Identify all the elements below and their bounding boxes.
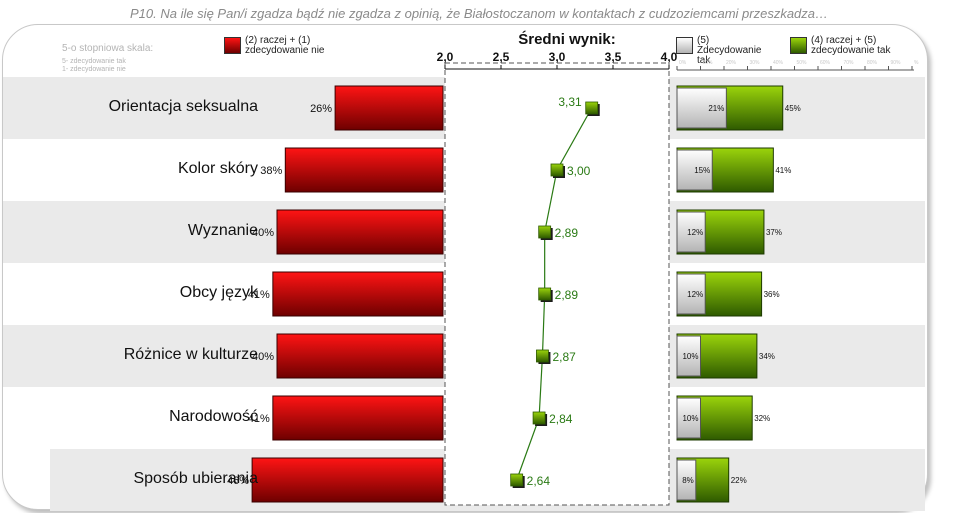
mean-value-label: 3,31 bbox=[558, 95, 582, 109]
mean-marker bbox=[538, 287, 552, 301]
chart-title: P10. Na ile się Pan/i zgadza bądź nie zg… bbox=[129, 6, 829, 21]
category-label: Sposób ubierania bbox=[133, 470, 258, 487]
legend-label-agree: (4) raczej + (5) zdecydowanie tak bbox=[811, 35, 891, 56]
mean-axis-title: Średni wynik: bbox=[518, 30, 616, 48]
mean-axis-tick-label: 2,0 bbox=[437, 50, 454, 64]
mean-value-label: 2,89 bbox=[555, 226, 579, 240]
bar-disagree bbox=[272, 395, 444, 441]
label-disagree: 40% bbox=[252, 351, 274, 363]
category-label: Kolor skóry bbox=[177, 160, 258, 177]
mean-axis-tick-label: 3,5 bbox=[605, 50, 622, 64]
percent-axis-tick-label: 80% bbox=[867, 60, 878, 66]
percent-axis-tick-label: 70% bbox=[844, 60, 855, 66]
mean-marker bbox=[538, 225, 552, 239]
mean-marker bbox=[532, 411, 546, 425]
bar-disagree bbox=[276, 333, 444, 379]
bar-disagree bbox=[276, 209, 444, 255]
category-label: Wyznanie bbox=[187, 222, 258, 239]
percent-axis-tick-label: 40% bbox=[773, 60, 784, 66]
label-disagree: 26% bbox=[310, 103, 332, 115]
label-agree: 32% bbox=[754, 414, 770, 423]
mean-value-label: 3,00 bbox=[567, 164, 591, 178]
label-disagree: 41% bbox=[248, 289, 270, 301]
percent-axis-tick-label: 10% bbox=[703, 60, 714, 66]
label-agree: 36% bbox=[764, 290, 780, 299]
mean-value-label: 2,64 bbox=[527, 474, 551, 488]
scale-note-line2: 1- zdecydowanie nie bbox=[62, 66, 126, 73]
percent-axis-tick-label: 60% bbox=[820, 60, 831, 66]
legend-swatch-disagree bbox=[224, 37, 241, 54]
percent-axis: 0% 10% 20% 30% 40% 50% 60% 70% 80% 90%% bbox=[676, 60, 919, 71]
legend-label-disagree: (2) raczej + (1) zdecydowanie nie bbox=[245, 35, 325, 56]
percent-axis-tick-label: % bbox=[914, 60, 919, 66]
bar-strongly-agree bbox=[676, 459, 697, 501]
mean-marker bbox=[585, 101, 599, 115]
label-agree: 22% bbox=[731, 476, 747, 485]
bar-strongly-agree bbox=[676, 211, 706, 253]
scale-note-line1: 5- zdecydowanie tak bbox=[62, 58, 126, 65]
legend-swatch-strongly-agree bbox=[676, 37, 693, 54]
label-disagree: 46% bbox=[227, 475, 249, 487]
mean-plot-area bbox=[444, 62, 670, 506]
mean-value-label: 2,87 bbox=[552, 350, 576, 364]
label-strongly-agree: 15% bbox=[694, 166, 710, 175]
category-label: Obcy język bbox=[179, 284, 258, 301]
bar-strongly-agree bbox=[676, 335, 701, 377]
mean-value-label: 2,84 bbox=[549, 412, 573, 426]
label-agree: 45% bbox=[785, 104, 801, 113]
bar-disagree bbox=[284, 147, 444, 193]
percent-axis-tick-label: 0% bbox=[679, 60, 687, 66]
label-strongly-agree: 10% bbox=[682, 352, 698, 361]
bar-strongly-agree bbox=[676, 87, 727, 129]
label-strongly-agree: 8% bbox=[682, 476, 694, 485]
bars: 26% 38% 40% 41% 40% 41% 46% 45% 41% 37% 36% 34% 32% 2… bbox=[227, 85, 801, 503]
legend-swatch-agree bbox=[790, 37, 807, 54]
label-strongly-agree: 12% bbox=[687, 228, 703, 237]
bar-disagree bbox=[251, 457, 444, 503]
label-disagree: 40% bbox=[252, 227, 274, 239]
label-agree: 41% bbox=[775, 166, 791, 175]
legend-label-strongly-agree: (5) Zdecydowanie tak bbox=[697, 35, 762, 66]
bar-disagree bbox=[272, 271, 444, 317]
bar-strongly-agree bbox=[676, 149, 713, 191]
mean-axis-tick-label: 4,0 bbox=[661, 50, 678, 64]
mean-marker bbox=[550, 163, 564, 177]
mean-marker bbox=[536, 349, 549, 363]
percent-axis-tick-label: 30% bbox=[750, 60, 761, 66]
bar-disagree bbox=[334, 85, 444, 131]
percent-axis-tick-label: 20% bbox=[726, 60, 737, 66]
mean-axis-tick-label: 2,5 bbox=[493, 50, 510, 64]
bar-strongly-agree bbox=[676, 273, 706, 315]
scale-note-title: 5-o stopniowa skala: bbox=[62, 43, 154, 54]
label-strongly-agree: 21% bbox=[708, 104, 724, 113]
mean-line-series: 3,31 3,00 2,89 2,89 2,87 2,84 2,64 bbox=[510, 95, 600, 488]
category-label: Narodowość bbox=[169, 408, 258, 425]
category-label: Orientacja seksualna bbox=[108, 98, 258, 115]
label-strongly-agree: 10% bbox=[682, 414, 698, 423]
mean-axis-tick-label: 3,0 bbox=[549, 50, 566, 64]
category-label: Różnice w kulturze bbox=[123, 346, 258, 363]
label-agree: 34% bbox=[759, 352, 775, 361]
mean-value-label: 2,89 bbox=[555, 288, 579, 302]
label-agree: 37% bbox=[766, 228, 782, 237]
mean-axis: 2,0 2,5 3,0 3,5 4,0 bbox=[437, 50, 678, 70]
bar-strongly-agree bbox=[676, 397, 701, 439]
percent-axis-tick-label: 90% bbox=[891, 60, 902, 66]
label-disagree: 38% bbox=[260, 165, 282, 177]
label-strongly-agree: 12% bbox=[687, 290, 703, 299]
percent-axis-tick-label: 50% bbox=[797, 60, 808, 66]
mean-marker bbox=[510, 473, 524, 487]
label-disagree: 41% bbox=[248, 413, 270, 425]
